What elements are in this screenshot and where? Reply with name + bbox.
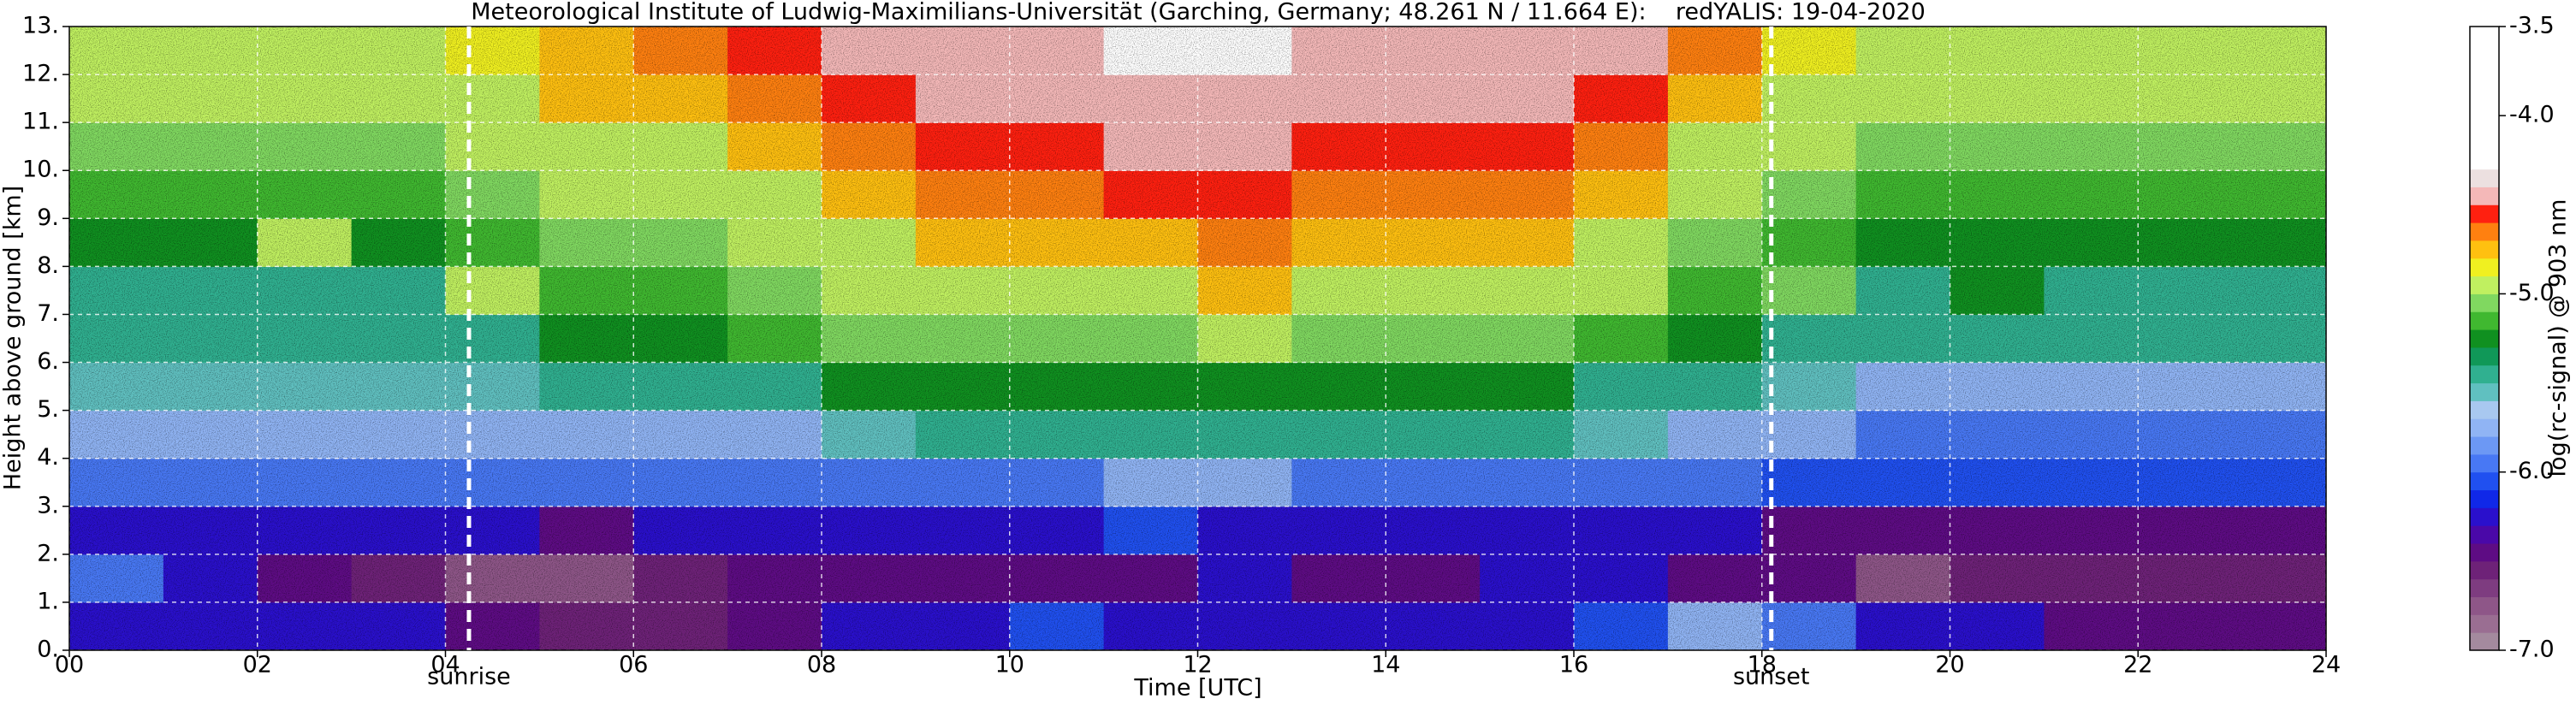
colorbar-band bbox=[2470, 453, 2499, 473]
colorbar-band bbox=[2470, 240, 2499, 259]
colorbar-band bbox=[2470, 151, 2499, 170]
colorbar-band bbox=[2470, 436, 2499, 455]
colorbar-band bbox=[2470, 614, 2499, 633]
x-tick-label: 18 bbox=[1748, 652, 1777, 678]
colorbar-band bbox=[2470, 329, 2499, 348]
x-tick-label: 12 bbox=[1183, 652, 1212, 678]
y-tick-label: 8. bbox=[37, 252, 59, 279]
colorbar-band bbox=[2470, 62, 2499, 80]
plot-frame bbox=[68, 26, 2327, 651]
colorbar-band bbox=[2470, 222, 2499, 241]
x-tick-label: 20 bbox=[1935, 652, 1964, 678]
y-tick-label: 11. bbox=[22, 109, 59, 135]
colorbar-band bbox=[2470, 364, 2499, 384]
colorbar-tick-label: -7.0 bbox=[2509, 637, 2555, 663]
colorbar-band bbox=[2470, 98, 2499, 116]
x-tick-label: 06 bbox=[619, 652, 648, 678]
colorbar-band bbox=[2470, 133, 2499, 152]
y-tick-label: 12. bbox=[22, 61, 59, 87]
overlay bbox=[62, 26, 2327, 657]
colorbar-band bbox=[2470, 169, 2499, 187]
y-tick-label: 9. bbox=[37, 204, 59, 231]
x-tick-label: 22 bbox=[2123, 652, 2152, 678]
x-tick-label: 08 bbox=[807, 652, 836, 678]
annotation-label: sunset bbox=[1733, 664, 1810, 690]
colorbar-band bbox=[2470, 382, 2499, 401]
x-axis-label: Time [UTC] bbox=[1133, 675, 1261, 702]
colorbar-band bbox=[2470, 507, 2499, 526]
colorbar-band bbox=[2470, 258, 2499, 277]
colorbar-band bbox=[2470, 418, 2499, 437]
y-tick-label: 3. bbox=[37, 492, 59, 518]
colorbar-band bbox=[2470, 204, 2499, 223]
chart-title: Meteorological Institute of Ludwig-Maxim… bbox=[471, 0, 1926, 26]
x-tick-label: 14 bbox=[1371, 652, 1400, 678]
x-tick-label: 02 bbox=[243, 652, 272, 678]
colorbar-frame bbox=[2469, 26, 2500, 651]
colorbar-band bbox=[2470, 632, 2499, 651]
colorbar-tick-label: -4.0 bbox=[2509, 102, 2555, 128]
colorbar-band bbox=[2470, 80, 2499, 98]
colorbar-band bbox=[2470, 596, 2499, 615]
colorbar-tick-label: -5.0 bbox=[2509, 280, 2555, 306]
y-tick-label: 0. bbox=[37, 637, 59, 663]
x-tick-label: 24 bbox=[2312, 652, 2341, 678]
colorbar-band bbox=[2470, 489, 2499, 508]
colorbar-band bbox=[2470, 116, 2499, 134]
y-tick-label: 13. bbox=[22, 13, 59, 39]
colorbar-band bbox=[2470, 187, 2499, 205]
y-axis-label: Height above ground [km] bbox=[0, 186, 27, 490]
colorbar-band bbox=[2470, 525, 2499, 544]
x-tick-label: 16 bbox=[1559, 652, 1588, 678]
y-tick-label: 6. bbox=[37, 348, 59, 375]
colorbar-band bbox=[2470, 560, 2499, 580]
colorbar-band bbox=[2470, 543, 2499, 562]
y-tick-label: 7. bbox=[37, 300, 59, 327]
x-tick-label: 04 bbox=[430, 652, 460, 678]
colorbar-band bbox=[2470, 44, 2499, 63]
y-tick-label: 4. bbox=[37, 444, 59, 471]
x-tick-label: 00 bbox=[55, 652, 84, 678]
colorbar-band bbox=[2470, 400, 2499, 419]
colorbar-tick-label: -6.0 bbox=[2509, 458, 2555, 484]
colorbar-band bbox=[2470, 293, 2499, 312]
colorbar-tick-label: -3.5 bbox=[2509, 13, 2555, 39]
colorbar-band bbox=[2470, 27, 2499, 45]
colorbar-band bbox=[2470, 578, 2499, 598]
y-tick-label: 10. bbox=[22, 157, 59, 183]
y-tick-label: 5. bbox=[37, 396, 59, 423]
y-tick-label: 2. bbox=[37, 540, 59, 566]
y-tick-label: 1. bbox=[37, 588, 59, 614]
colorbar-band bbox=[2470, 275, 2499, 294]
colorbar-band bbox=[2470, 311, 2499, 330]
colorbar-band bbox=[2470, 347, 2499, 366]
x-tick-label: 10 bbox=[995, 652, 1024, 678]
colorbar-band bbox=[2470, 471, 2499, 491]
annotation-label: sunrise bbox=[427, 664, 511, 690]
colorbar-label: log(rc-signal) @ 903 nm bbox=[2545, 199, 2572, 477]
